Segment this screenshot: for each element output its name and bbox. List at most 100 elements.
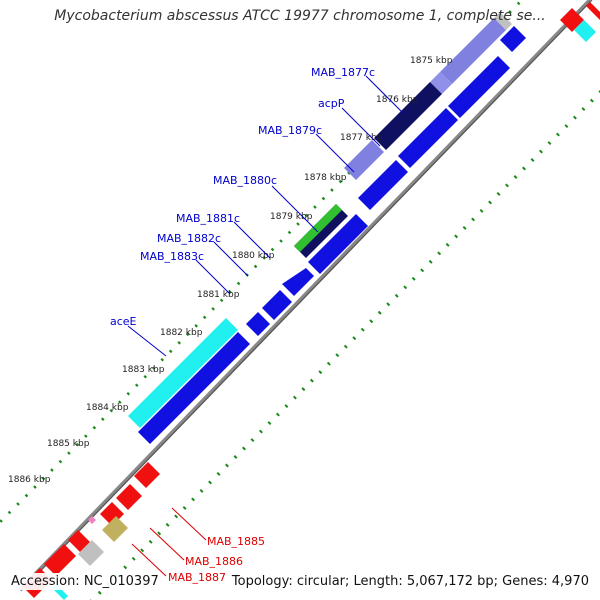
- gene-arrow-6[interactable]: [282, 268, 314, 296]
- gc-dot: [488, 200, 493, 205]
- tick-label: 1880 kbp: [232, 251, 275, 261]
- gc-dot: [338, 179, 343, 184]
- gene-arrow-4[interactable]: [358, 160, 408, 210]
- gene-red-left[interactable]: [44, 544, 76, 576]
- corner-gene-track: [560, 2, 600, 42]
- label-mab1880c[interactable]: MAB_1880c: [213, 174, 277, 187]
- gc-dot: [75, 442, 80, 447]
- gc-dot: [369, 319, 374, 324]
- label-mab1879c[interactable]: MAB_1879c: [258, 124, 322, 137]
- gene-arrow-1[interactable]: [500, 26, 526, 52]
- gc-dot: [143, 374, 148, 379]
- gene-arrow-9[interactable]: [138, 332, 250, 444]
- gc-dot: [199, 488, 204, 493]
- gene-arrow-5[interactable]: [308, 214, 368, 274]
- gc-dot: [304, 213, 309, 218]
- label-aceE[interactable]: aceE: [110, 315, 137, 328]
- gene-mab1887[interactable]: [68, 530, 90, 552]
- gc-dot: [335, 353, 340, 358]
- gene-arrow-8[interactable]: [246, 312, 270, 336]
- gc-dot: [151, 366, 156, 371]
- gc-dot: [321, 196, 326, 201]
- gene-pink[interactable]: [88, 516, 96, 524]
- label-mab1886[interactable]: MAB_1886: [185, 555, 243, 568]
- gc-dot: [174, 514, 179, 519]
- gc-dot: [258, 429, 263, 434]
- gc-dot: [516, 1, 521, 6]
- label-mab1887[interactable]: MAB_1887: [168, 571, 226, 584]
- backbone-line: [18, 0, 592, 592]
- gene-arrow-7[interactable]: [262, 290, 292, 320]
- gc-dot: [97, 590, 102, 595]
- gene-red-corner-c[interactable]: [586, 2, 600, 20]
- gc-dot: [360, 327, 365, 332]
- gene-mab1880c[interactable]: [344, 140, 384, 180]
- sequence-summary: Topology: circular; Length: 5,067,172 bp…: [228, 573, 592, 590]
- gc-dot: [326, 361, 331, 366]
- gc-dot: [118, 400, 122, 404]
- gc-dot: [126, 391, 131, 396]
- gc-dot: [16, 502, 20, 506]
- label-mab1882c[interactable]: MAB_1882c: [157, 232, 221, 245]
- gc-dot: [109, 408, 114, 413]
- gc-dot: [24, 493, 29, 498]
- gc-dot: [185, 332, 190, 337]
- gc-dot: [411, 276, 416, 281]
- gc-dot: [7, 510, 12, 515]
- tick-label: 1883 kbp: [122, 365, 165, 375]
- gc-dot: [0, 519, 3, 523]
- gc-dot: [555, 132, 560, 137]
- gene-arrow-2[interactable]: [448, 56, 510, 118]
- gc-dot: [211, 307, 215, 311]
- gene-khaki[interactable]: [102, 516, 128, 542]
- gc-dot: [284, 404, 289, 409]
- tick-label: 1878 kbp: [304, 173, 347, 183]
- gc-dot: [496, 191, 501, 196]
- gc-dot: [275, 412, 280, 417]
- accession-label: Accession: NC_010397: [8, 573, 162, 590]
- gene-cyan-corner-b[interactable]: [574, 20, 596, 42]
- label-mab1881c[interactable]: MAB_1881c: [176, 212, 240, 225]
- label-acpP[interactable]: acpP: [318, 97, 345, 110]
- label-mab1877c[interactable]: MAB_1877c: [311, 66, 375, 79]
- gc-dot: [547, 141, 552, 146]
- gc-dot: [131, 556, 136, 561]
- gc-dot: [177, 341, 181, 345]
- gc-dot: [148, 539, 153, 544]
- gc-dot: [270, 247, 275, 252]
- gc-dot: [225, 463, 229, 468]
- label-mab1883c[interactable]: MAB_1883c: [140, 250, 204, 263]
- gene-mab1881c-green[interactable]: [294, 204, 342, 252]
- forward-strand-track: [138, 26, 526, 444]
- gc-dot: [101, 417, 105, 421]
- gc-dot: [318, 370, 323, 375]
- gc-dot: [262, 256, 266, 260]
- ruler-ticks: 1875 kbp 1876 kbp 1877 kbp 1878 kbp 1879 kbp…: [8, 56, 453, 485]
- gene-mab1877c[interactable]: [440, 18, 506, 84]
- gene-mab1885-b[interactable]: [116, 484, 142, 510]
- gc-dot: [343, 344, 348, 349]
- gc-dot: [581, 107, 586, 112]
- label-mab1885[interactable]: MAB_1885: [207, 535, 265, 548]
- gc-dot: [377, 310, 382, 315]
- gene-mab1876[interactable]: [494, 12, 512, 30]
- tick-label: 1877 kbp: [340, 133, 383, 143]
- gene-acpP[interactable]: [430, 72, 452, 94]
- gc-dot: [84, 434, 88, 438]
- gc-dot: [386, 302, 391, 307]
- gene-grey[interactable]: [78, 540, 104, 566]
- gc-dot: [292, 395, 297, 400]
- gc-dot: [140, 548, 145, 553]
- gc-dot: [420, 268, 425, 273]
- gc-dot: [253, 264, 258, 269]
- gene-arrow-3[interactable]: [398, 108, 458, 168]
- gene-mab1879c[interactable]: [374, 82, 442, 150]
- tick-label: 1884 kbp: [86, 403, 129, 413]
- gc-dot: [313, 205, 317, 209]
- gc-dot: [168, 349, 173, 354]
- gene-mab1885-a[interactable]: [134, 462, 160, 488]
- gc-dot: [33, 485, 37, 489]
- gc-dot: [479, 208, 484, 213]
- gene-aceE[interactable]: [128, 318, 238, 428]
